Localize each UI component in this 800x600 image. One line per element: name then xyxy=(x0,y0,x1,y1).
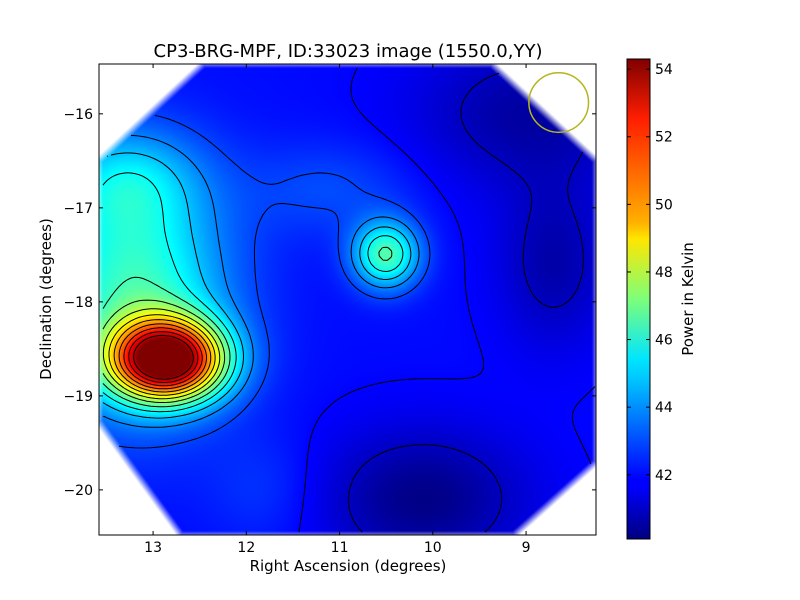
colorbar-gradient xyxy=(626,58,651,540)
x-tick-label: 10 xyxy=(424,540,442,556)
x-tick-label: 13 xyxy=(144,540,162,556)
contour-line xyxy=(108,314,216,396)
y-axis-ticks: −16 −17 −18 −19 −20 xyxy=(63,107,596,499)
heatmap xyxy=(99,64,596,535)
plot-area: 13 12 11 10 9 −16 −17 −18 −19 −20 xyxy=(63,63,597,556)
contour-line xyxy=(113,319,212,393)
colorbar-tick-label: 48 xyxy=(655,265,673,281)
contour-line xyxy=(102,134,420,428)
colorbar-tick-label: 50 xyxy=(655,197,673,213)
x-tick-label: 9 xyxy=(522,540,531,556)
y-tick-label: −16 xyxy=(63,107,93,123)
contour-line xyxy=(118,323,207,390)
y-tick-label: −19 xyxy=(63,389,93,405)
y-axis-label: Declination (degrees) xyxy=(37,218,55,380)
contour-line xyxy=(102,172,404,413)
contour-line xyxy=(133,334,194,380)
plot-frame xyxy=(98,63,597,536)
contour-line xyxy=(298,67,596,533)
contour-line xyxy=(102,246,393,408)
colorbar-tick-label: 46 xyxy=(655,333,673,349)
contour-line xyxy=(123,327,203,387)
x-axis-ticks: 13 12 11 10 9 xyxy=(144,64,531,556)
colorbar-label: Power in Kelvin xyxy=(679,242,697,356)
x-axis-label: Right Ascension (degrees) xyxy=(250,557,447,575)
chart-title: CP3-BRG-MPF, ID:33023 image (1550.0,YY) xyxy=(154,41,543,62)
contour-line xyxy=(128,331,199,383)
contour-line xyxy=(102,299,226,403)
colorbar-tick-label: 44 xyxy=(655,400,673,416)
colorbar-ticks: 42 44 46 48 50 52 54 xyxy=(627,62,673,484)
beam-circle xyxy=(528,71,590,134)
x-tick-label: 12 xyxy=(237,540,255,556)
y-tick-label: −17 xyxy=(63,201,93,217)
contour-line xyxy=(102,152,412,419)
colorbar: 42 44 46 48 50 52 54 Power in Kelvin xyxy=(626,58,697,540)
contour-lines xyxy=(102,67,596,533)
contour-line xyxy=(102,308,221,400)
colorbar-tick-label: 42 xyxy=(655,468,673,484)
contour-line xyxy=(348,72,584,533)
colorbar-tick-label: 54 xyxy=(655,62,673,78)
heatmap-image xyxy=(99,64,596,535)
y-tick-label: −18 xyxy=(63,295,93,311)
y-tick-label: −20 xyxy=(63,483,93,499)
contour-line xyxy=(118,114,431,449)
colorbar-tick-label: 52 xyxy=(655,130,673,146)
x-tick-label: 11 xyxy=(331,540,349,556)
